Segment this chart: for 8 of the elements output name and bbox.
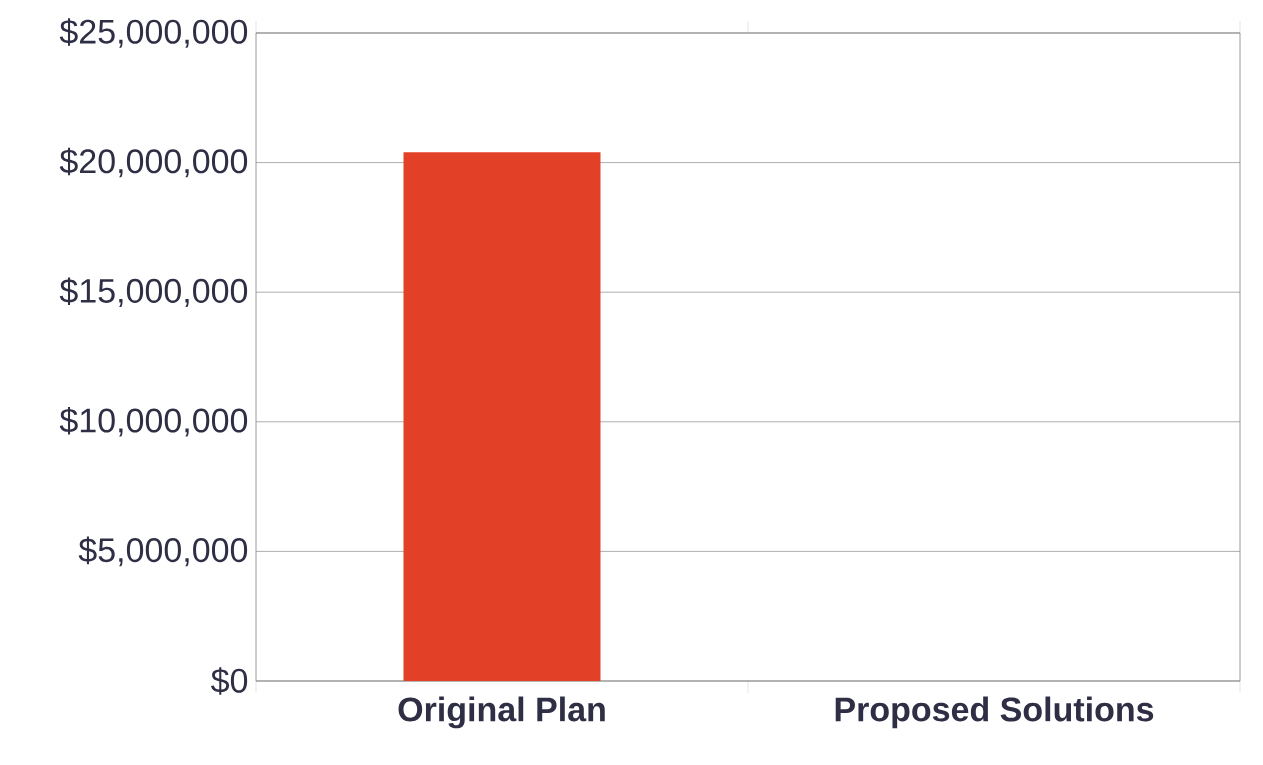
y-tick-label: $25,000,000: [59, 18, 248, 48]
x-tick-label: Original Plan: [398, 696, 605, 729]
y-tick-label: $15,000,000: [59, 277, 248, 307]
y-tick-label: $5,000,000: [78, 536, 248, 567]
x-tick-label: Proposed Solutions: [835, 696, 1154, 729]
y-tick-label: $0: [211, 667, 248, 695]
y-tick-label: $20,000,000: [59, 147, 248, 178]
y-tick-label: $10,000,000: [59, 407, 248, 437]
